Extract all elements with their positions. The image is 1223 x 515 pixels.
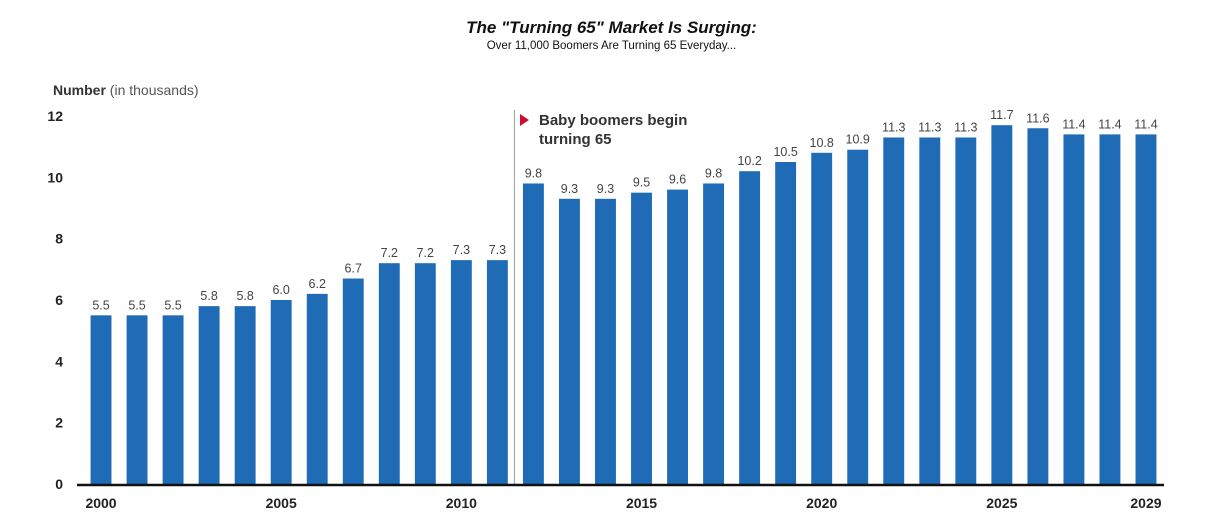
bar-2005 (270, 300, 292, 484)
bar-2014 (595, 198, 616, 485)
y-tick-label: 8 (55, 231, 63, 247)
bar-value-label: 11.7 (990, 108, 1013, 122)
x-tick-label: 2000 (85, 495, 116, 511)
bar-2000 (90, 315, 112, 484)
bar-value-label: 9.8 (525, 166, 542, 180)
bar-2004 (234, 306, 256, 484)
x-tick-label: 2005 (266, 495, 297, 511)
bar-2009 (414, 263, 436, 484)
bar-value-label: 10.5 (773, 145, 797, 159)
bar-value-label: 9.3 (561, 182, 578, 196)
x-tick-label: 2020 (806, 495, 837, 511)
bar-value-label: 11.4 (1098, 117, 1121, 131)
bar-2018 (739, 171, 761, 484)
bar-2022 (883, 137, 905, 484)
x-tick-label: 2025 (986, 495, 1017, 511)
bar-value-label: 7.3 (489, 243, 506, 257)
bar-value-label: 11.3 (882, 120, 905, 134)
bar-value-label: 11.4 (1062, 117, 1085, 131)
bar-value-label: 11.4 (1134, 117, 1157, 131)
bar-2026 (1027, 128, 1049, 484)
bar-2012 (522, 183, 544, 484)
bar-2002 (162, 315, 184, 484)
y-tick-label: 12 (47, 108, 63, 124)
bar-2028 (1099, 134, 1121, 484)
bar-2007 (342, 278, 364, 484)
y-tick-label: 4 (55, 353, 63, 369)
bar-value-label: 10.9 (846, 133, 870, 147)
bar-2010 (450, 260, 472, 484)
y-tick-label: 6 (55, 292, 63, 308)
bar-2011 (486, 260, 508, 484)
bar-2001 (126, 315, 148, 484)
bar-value-label: 9.6 (669, 173, 686, 187)
bar-2029 (1135, 134, 1157, 484)
bar-2019 (775, 162, 797, 484)
bar-value-label: 10.8 (810, 136, 834, 150)
y-tick-label: 10 (47, 169, 63, 185)
bar-value-label: 5.5 (92, 298, 109, 312)
bar-value-label: 9.5 (633, 176, 650, 190)
bar-2025 (991, 125, 1013, 484)
y-tick-label: 0 (55, 476, 63, 492)
bar-value-label: 5.8 (236, 289, 253, 303)
bar-value-label: 5.8 (200, 289, 217, 303)
bar-2024 (955, 137, 977, 484)
chart-subtitle: Over 11,000 Boomers Are Turning 65 Every… (486, 40, 737, 52)
y-axis-label-bold: Number (53, 82, 106, 98)
bar-2003 (198, 306, 220, 484)
bar-2013 (559, 198, 580, 485)
bar-value-label: 5.5 (128, 298, 145, 312)
bar-value-label: 6.7 (345, 262, 362, 276)
bar-2006 (306, 293, 328, 484)
bar-value-label: 9.8 (705, 166, 722, 180)
bar-value-label: 7.2 (381, 246, 398, 260)
bar-2027 (1063, 134, 1085, 484)
annotation-line-1: Baby boomers begin (539, 112, 688, 129)
annotation-line-2: turning 65 (539, 131, 612, 148)
bar-2015 (631, 192, 652, 484)
bar-value-label: 9.3 (597, 182, 614, 196)
bar-value-label: 7.2 (417, 246, 434, 260)
bar-2023 (919, 137, 941, 484)
bar-2021 (847, 149, 869, 484)
bar-value-label: 11.3 (954, 120, 977, 134)
bar-2008 (378, 263, 400, 484)
bar-value-label: 10.2 (737, 154, 761, 168)
bar-value-label: 7.3 (453, 243, 470, 257)
x-tick-label: 2029 (1130, 495, 1161, 511)
x-tick-label: 2015 (626, 495, 657, 511)
bar-value-label: 11.3 (918, 120, 941, 134)
bar-2020 (811, 152, 833, 485)
x-tick-label: 2010 (446, 495, 477, 511)
y-axis-label-units: (in thousands) (105, 82, 199, 98)
bar-value-label: 5.5 (164, 298, 181, 312)
bar-2016 (667, 189, 688, 484)
annotation-triangle-icon (520, 114, 529, 126)
bar-value-label: 6.2 (309, 277, 326, 291)
y-tick-label: 2 (55, 415, 63, 431)
bar-value-label: 6.0 (272, 283, 289, 297)
bar-2017 (703, 183, 725, 484)
bar-value-label: 11.6 (1026, 111, 1049, 125)
y-axis-label: Number (in thousands) (53, 82, 199, 98)
chart-title: The "Turning 65" Market Is Surging: (466, 18, 757, 37)
annotation-baby-boomers: Baby boomers begin turning 65 (539, 111, 729, 149)
